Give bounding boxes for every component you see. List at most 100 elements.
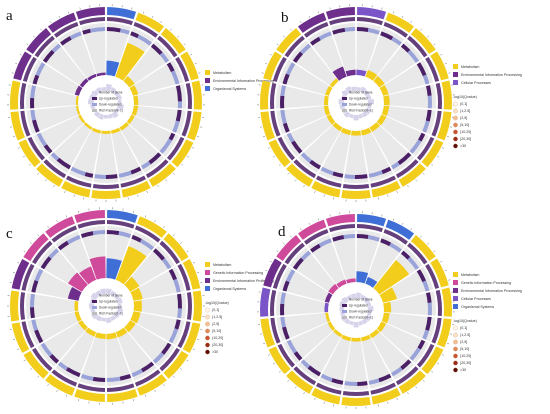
pvalue-legend-dot bbox=[453, 339, 458, 345]
gene-bar bbox=[75, 95, 79, 106]
down-regulated-segment bbox=[391, 366, 403, 377]
gene-bar bbox=[376, 321, 387, 333]
axis-tick bbox=[401, 15, 404, 18]
axis-tick bbox=[154, 389, 156, 392]
gene-bar bbox=[87, 73, 97, 81]
down-regulated-segment bbox=[90, 27, 106, 33]
down-regulated-segment bbox=[300, 43, 312, 55]
gene-count-segment bbox=[77, 383, 106, 392]
track-wedge bbox=[79, 332, 106, 386]
axis-tick bbox=[265, 63, 268, 65]
gene-count-segment bbox=[329, 224, 356, 233]
up-regulated-segment bbox=[310, 36, 321, 46]
down-regulated-segment bbox=[391, 161, 400, 170]
up-regulated-segment bbox=[130, 166, 142, 175]
rich-factor-bar bbox=[348, 320, 354, 326]
circos-panel-b: b Number of Gene Up-regulated Down-regulate… bbox=[257, 4, 522, 202]
axis-tick bbox=[186, 359, 189, 362]
pvalue-legend-dot bbox=[205, 342, 210, 348]
gene-count-segment bbox=[21, 321, 35, 349]
rich-factor-bar bbox=[338, 98, 345, 105]
up-regulated-segment bbox=[92, 376, 106, 382]
rich-factor-bar bbox=[110, 86, 117, 94]
axis-tick bbox=[170, 28, 172, 31]
up-regulated-segment bbox=[106, 27, 121, 33]
axis-tick bbox=[78, 399, 80, 402]
gene-bar bbox=[74, 300, 79, 312]
rich-factor-bar bbox=[110, 315, 117, 321]
track-wedge bbox=[68, 127, 102, 182]
center-legend-label: Rich Factor(0~1) bbox=[99, 109, 123, 113]
gene-bar bbox=[341, 334, 352, 342]
pvalue-legend-dot bbox=[453, 360, 458, 366]
axis-tick bbox=[26, 43, 29, 46]
down-regulated-segment bbox=[422, 120, 430, 133]
track-wedge bbox=[383, 84, 436, 109]
gene-count-segment bbox=[315, 382, 342, 395]
pvalue-legend-label: (1,2.5] bbox=[460, 109, 470, 113]
gene-bar bbox=[325, 312, 331, 323]
pvalue-legend-label: (20,30] bbox=[460, 137, 471, 141]
axis-tick bbox=[427, 35, 429, 38]
category-segment bbox=[276, 234, 302, 261]
up-regulated-segment bbox=[152, 248, 166, 261]
category-segment bbox=[286, 370, 314, 394]
rich-factor-bar bbox=[106, 84, 112, 92]
track-wedge bbox=[356, 230, 382, 284]
rich-factor-bar bbox=[113, 312, 121, 319]
rich-factor-bar bbox=[100, 87, 106, 92]
gene-bar bbox=[332, 122, 343, 132]
axis-tick bbox=[144, 215, 147, 218]
down-regulated-segment bbox=[344, 381, 358, 386]
gene-bar bbox=[124, 320, 136, 333]
gene-count-segment bbox=[159, 240, 180, 265]
pvalue-legend-label: (0,1] bbox=[460, 326, 467, 330]
track-wedge bbox=[381, 312, 436, 342]
category-segment bbox=[135, 12, 165, 33]
rich-factor-bar bbox=[93, 111, 101, 118]
center-legend-label: Number of Gene bbox=[99, 294, 123, 298]
category-segment bbox=[107, 7, 137, 20]
down-regulated-segment bbox=[177, 308, 182, 319]
gene-bar bbox=[130, 287, 143, 301]
down-regulated-segment bbox=[50, 152, 60, 161]
category-legend-label: Cellular Processes bbox=[461, 81, 491, 85]
gene-bar bbox=[383, 95, 390, 106]
gene-count-segment bbox=[27, 136, 46, 161]
rich-factor-bar bbox=[100, 317, 106, 322]
gene-count-segment bbox=[20, 82, 27, 110]
category-legend-swatch bbox=[205, 78, 210, 83]
category-legend-swatch bbox=[205, 270, 210, 275]
down-regulated-segment bbox=[94, 174, 106, 179]
axis-tick bbox=[314, 190, 316, 193]
pvalue-legend-label: (2,5] bbox=[460, 340, 467, 344]
down-regulated-segment bbox=[159, 138, 173, 154]
gene-bar bbox=[74, 311, 82, 322]
down-regulated-segment bbox=[427, 302, 432, 316]
up-regulated-segment bbox=[425, 316, 432, 331]
category-segment bbox=[297, 12, 327, 33]
axis-tick bbox=[56, 389, 58, 392]
up-regulated-segment bbox=[331, 378, 344, 385]
category-segment bbox=[357, 7, 387, 20]
axis-tick bbox=[387, 401, 389, 404]
axis-tick bbox=[295, 179, 297, 182]
axis-tick bbox=[73, 194, 75, 197]
axis-tick bbox=[194, 63, 197, 65]
up-regulated-segment bbox=[84, 172, 94, 178]
axis-tick bbox=[172, 375, 175, 378]
up-regulated-segment bbox=[148, 152, 162, 165]
rich-factor-bar bbox=[358, 113, 364, 119]
axis-tick bbox=[262, 343, 265, 345]
rich-factor-bar bbox=[111, 111, 119, 119]
center-legend-swatch bbox=[92, 312, 97, 315]
axis-tick bbox=[287, 172, 290, 175]
gene-count-segment bbox=[92, 184, 120, 189]
down-regulated-segment bbox=[36, 132, 47, 147]
category-legend-swatch bbox=[205, 70, 210, 75]
category-segment bbox=[325, 214, 355, 227]
rich-factor-bar bbox=[364, 107, 372, 115]
category-segment bbox=[191, 80, 202, 110]
down-regulated-segment bbox=[280, 85, 286, 96]
down-regulated-segment bbox=[300, 359, 311, 369]
